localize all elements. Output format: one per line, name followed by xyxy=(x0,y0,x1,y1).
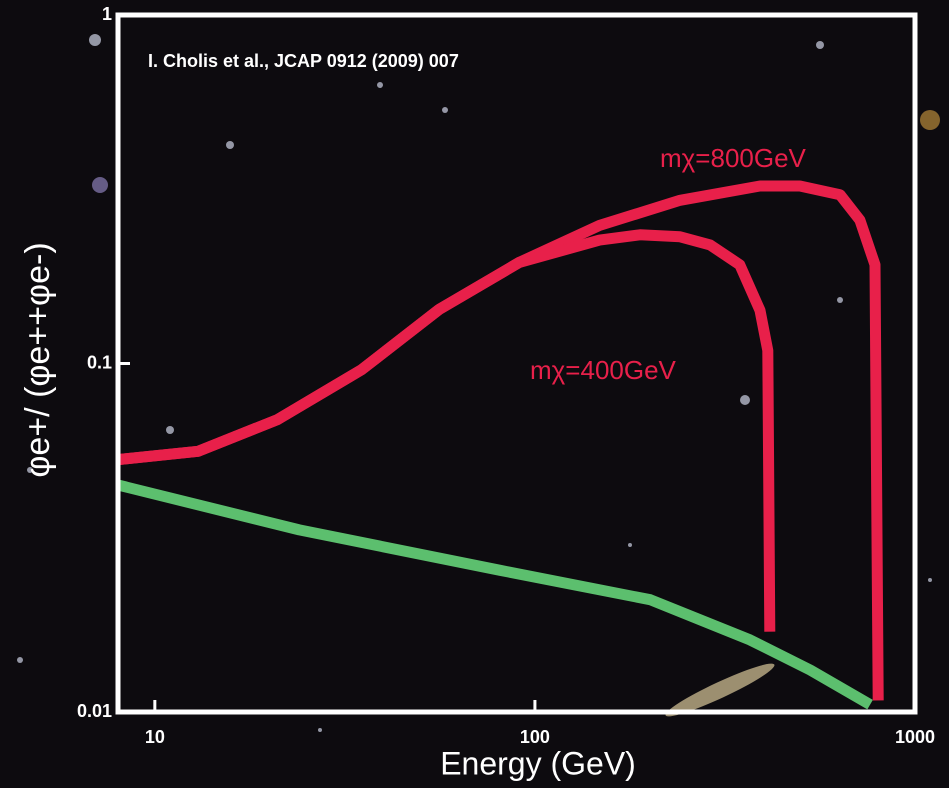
series-label: mχ=800GeV xyxy=(660,143,807,173)
x-axis-label: Energy (GeV) xyxy=(440,745,636,781)
series-label: mχ=400GeV xyxy=(530,355,677,385)
y-axis-label: φe+/ (φe++φe-) xyxy=(19,242,57,477)
page: I. Cholis et al., JCAP 0912 (2009) 007 E… xyxy=(0,0,949,788)
chart: I. Cholis et al., JCAP 0912 (2009) 007 E… xyxy=(0,0,949,788)
x-tick-label: 10 xyxy=(145,727,165,747)
y-tick-label: 0.1 xyxy=(87,352,112,372)
y-tick-label: 0.01 xyxy=(77,701,112,721)
x-tick-label: 1000 xyxy=(895,727,935,747)
y-tick-label: 1 xyxy=(102,4,112,24)
x-tick-label: 100 xyxy=(520,727,550,747)
annotation: I. Cholis et al., JCAP 0912 (2009) 007 xyxy=(148,51,459,71)
